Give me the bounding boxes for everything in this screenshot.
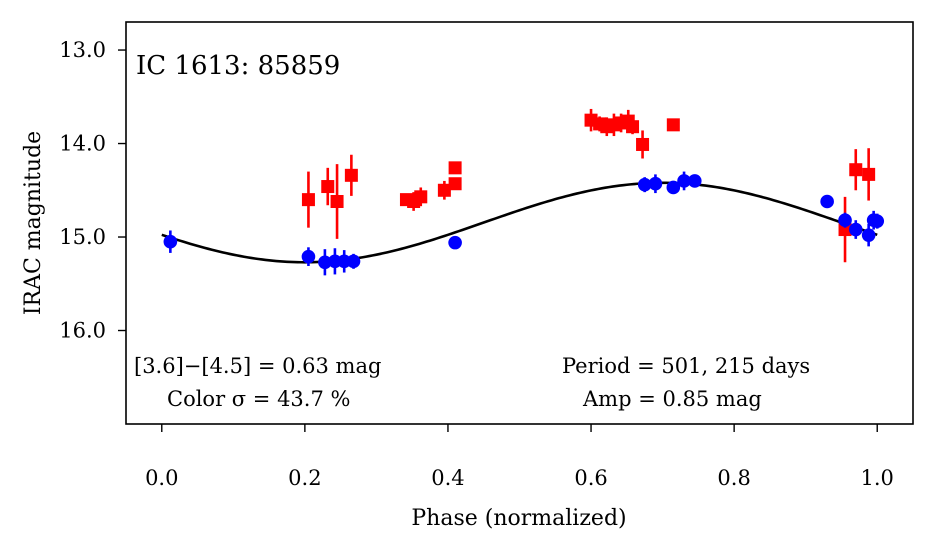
amplitude-annotation: Amp = 0.85 mag: [582, 387, 762, 411]
data-point-circle: [346, 254, 361, 269]
data-point-square: [849, 163, 863, 177]
data-point-square: [321, 180, 335, 194]
blue-circle-series: [163, 171, 885, 276]
x-tick-label: 0.8: [717, 466, 750, 490]
data-point-circle: [328, 254, 342, 269]
data-point-circle: [870, 214, 885, 228]
data-point-square: [862, 167, 876, 181]
data-point-square: [838, 223, 852, 237]
data-point-circle: [687, 174, 702, 188]
period-annotation: Period = 501, 215 days: [562, 354, 810, 378]
color-annotation: [3.6]−[4.5] = 0.63 mag: [134, 354, 381, 378]
x-tick-label: 0.2: [288, 466, 321, 490]
x-tick-label: 0.6: [574, 466, 607, 490]
data-point-circle: [163, 234, 178, 249]
color-sigma-annotation: Color σ = 43.7 %: [167, 387, 350, 411]
data-point-square: [437, 183, 451, 197]
x-axis-label: Phase (normalized): [411, 506, 626, 531]
data-point-circle: [318, 255, 332, 270]
data-point-square: [414, 190, 428, 204]
data-point-square: [301, 193, 315, 207]
sinusoid-fit-line: [161, 181, 878, 264]
data-point-square: [448, 161, 462, 175]
plot-frame: [125, 21, 914, 425]
data-point-square: [666, 118, 680, 132]
x-tick-label: 0.0: [145, 466, 178, 490]
data-point-circle: [677, 174, 691, 188]
red-square-series: [301, 108, 876, 263]
data-point-circle: [838, 213, 852, 227]
x-tick-label: 0.4: [431, 466, 464, 490]
ticks-layer: 0.0 0.2 0.4 0.6 0.8 1.0 13.0 14.0 15.0 16.0: [59, 38, 894, 490]
x-tick-label: 1.0: [861, 466, 894, 490]
y-tick-label: 15.0: [59, 225, 106, 249]
data-point-circle: [666, 180, 681, 195]
data-point-circle: [301, 249, 316, 264]
y-axis-label: IRAC magnitude: [21, 131, 46, 315]
y-tick-label: 13.0: [59, 38, 106, 62]
marks-layer: [161, 108, 885, 276]
data-point-circle: [648, 176, 663, 191]
data-point-circle: [337, 254, 352, 269]
y-tick-label: 16.0: [59, 319, 106, 343]
data-point-circle: [448, 235, 462, 250]
y-tick-label: 14.0: [59, 132, 106, 156]
data-point-square: [344, 168, 358, 182]
data-point-circle: [848, 222, 863, 237]
data-point-circle: [820, 194, 834, 209]
data-point-circle: [861, 228, 876, 242]
data-point-square: [448, 177, 462, 191]
data-point-square: [636, 137, 650, 151]
data-point-circle: [637, 177, 652, 192]
chart-title: IC 1613: 85859: [136, 51, 340, 81]
data-point-square: [626, 120, 640, 134]
data-point-square: [330, 194, 344, 208]
